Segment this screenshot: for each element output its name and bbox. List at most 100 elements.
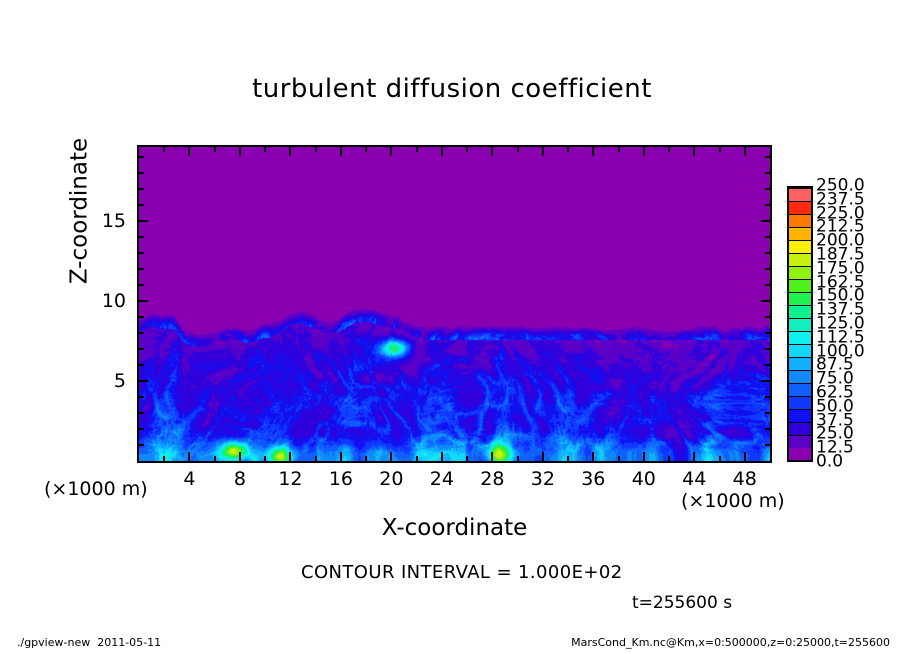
colorbar-tick-label: 37.5 bbox=[816, 410, 854, 431]
y-tick-left bbox=[139, 347, 144, 350]
colorbar-tick-label: 250.0 bbox=[816, 175, 865, 196]
colorbar-tick-label: 0.0 bbox=[816, 451, 844, 472]
y-axis-title: Z-coordinate bbox=[66, 137, 93, 285]
colorbar-tick-label: 150.0 bbox=[816, 285, 865, 306]
colorbar-tick-label: 62.5 bbox=[816, 382, 854, 403]
colorbar-band bbox=[789, 318, 811, 331]
x-tick-bottom bbox=[264, 456, 267, 461]
colorbar-band bbox=[789, 383, 811, 396]
x-tick-bottom bbox=[617, 456, 620, 461]
x-tick-top bbox=[718, 147, 721, 152]
x-tick-label: 24 bbox=[429, 468, 454, 490]
footer-source-info: MarsCond_Km.nc@Km,x=0:500000,z=0:25000,t… bbox=[571, 636, 890, 649]
x-axis-title: X-coordinate bbox=[381, 515, 528, 541]
x-tick-label: 36 bbox=[581, 468, 606, 490]
colorbar-band bbox=[789, 396, 811, 409]
y-tick-right bbox=[765, 187, 770, 190]
x-tick-bottom bbox=[238, 452, 241, 461]
y-tick-label: 5 bbox=[113, 369, 126, 392]
y-tick-right bbox=[765, 443, 770, 446]
y-tick-right bbox=[765, 331, 770, 334]
x-tick-top bbox=[339, 147, 342, 156]
colorbar bbox=[787, 186, 813, 462]
y-tick-left bbox=[139, 331, 144, 334]
y-tick-right bbox=[761, 219, 770, 222]
x-tick-bottom bbox=[314, 456, 317, 461]
x-tick-bottom bbox=[466, 456, 469, 461]
x-tick-bottom bbox=[390, 452, 393, 461]
x-tick-label: 20 bbox=[379, 468, 404, 490]
colorbar-tick-label: 200.0 bbox=[816, 230, 865, 251]
x-tick-bottom bbox=[440, 452, 443, 461]
x-tick-bottom bbox=[289, 452, 292, 461]
colorbar-band bbox=[789, 188, 811, 201]
y-tick-right bbox=[765, 411, 770, 414]
y-tick-right bbox=[765, 315, 770, 318]
x-tick-label: 12 bbox=[278, 468, 303, 490]
y-tick-right bbox=[761, 379, 770, 382]
y-tick-left bbox=[139, 283, 144, 286]
y-tick-right bbox=[765, 427, 770, 430]
contour-interval-note: CONTOUR INTERVAL = 1.000E+02 bbox=[301, 562, 623, 583]
colorbar-tick-label: 137.5 bbox=[816, 299, 865, 320]
y-tick-left bbox=[139, 187, 144, 190]
colorbar-band bbox=[789, 305, 811, 318]
x-tick-bottom bbox=[415, 456, 418, 461]
footer-tool-info: ./gpview-new 2011-05-11 bbox=[17, 636, 161, 649]
y-tick-right bbox=[765, 267, 770, 270]
colorbar-tick-label: 212.5 bbox=[816, 216, 865, 237]
x-tick-label: 8 bbox=[233, 468, 246, 490]
x-tick-top bbox=[314, 147, 317, 152]
x-tick-top bbox=[466, 147, 469, 152]
colorbar-band bbox=[789, 422, 811, 435]
x-tick-top bbox=[415, 147, 418, 152]
x-tick-bottom bbox=[213, 456, 216, 461]
colorbar-tick-label: 125.0 bbox=[816, 313, 865, 334]
y-tick-right bbox=[765, 283, 770, 286]
colorbar-tick-label: 75.0 bbox=[816, 368, 854, 389]
x-tick-bottom bbox=[718, 456, 721, 461]
colorbar-tick-label: 100.0 bbox=[816, 341, 865, 362]
colorbar-band bbox=[789, 409, 811, 422]
colorbar-band bbox=[789, 201, 811, 214]
x-tick-bottom bbox=[516, 456, 519, 461]
x-tick-top bbox=[592, 147, 595, 156]
x-tick-top bbox=[516, 147, 519, 152]
x-tick-bottom bbox=[541, 452, 544, 461]
x-tick-top bbox=[390, 147, 393, 156]
y-tick-right bbox=[765, 363, 770, 366]
x-tick-top bbox=[541, 147, 544, 156]
x-tick-bottom bbox=[365, 456, 368, 461]
colorbar-band bbox=[789, 357, 811, 370]
y-tick-right bbox=[765, 235, 770, 238]
colorbar-band bbox=[789, 279, 811, 292]
x-tick-label: 32 bbox=[530, 468, 555, 490]
y-tick-left bbox=[139, 411, 144, 414]
colorbar-tick-label: 12.5 bbox=[816, 437, 854, 458]
footer-date: 2011-05-11 bbox=[97, 636, 162, 649]
x-tick-bottom bbox=[668, 456, 671, 461]
x-tick-top bbox=[491, 147, 494, 156]
x-tick-top bbox=[440, 147, 443, 156]
y-tick-left bbox=[139, 203, 144, 206]
y-tick-left bbox=[139, 219, 148, 222]
y-tick-left bbox=[139, 395, 144, 398]
colorbar-tick-label: 225.0 bbox=[816, 203, 865, 224]
colorbar-tick-label: 237.5 bbox=[816, 189, 865, 210]
y-tick-right bbox=[765, 155, 770, 158]
x-tick-top bbox=[289, 147, 292, 156]
x-tick-top bbox=[238, 147, 241, 156]
colorbar-tick-label: 112.5 bbox=[816, 327, 865, 348]
x-tick-label: 48 bbox=[732, 468, 757, 490]
y-tick-left bbox=[139, 299, 148, 302]
colorbar-band bbox=[789, 448, 811, 460]
x-axis-unit-left: (×1000 m) bbox=[44, 478, 148, 500]
colorbar-band bbox=[789, 435, 811, 448]
x-tick-label: 40 bbox=[631, 468, 656, 490]
x-tick-bottom bbox=[567, 456, 570, 461]
y-tick-left bbox=[139, 443, 144, 446]
colorbar-band bbox=[789, 240, 811, 253]
y-tick-left bbox=[139, 251, 144, 254]
colorbar-tick-label: 25.0 bbox=[816, 423, 854, 444]
